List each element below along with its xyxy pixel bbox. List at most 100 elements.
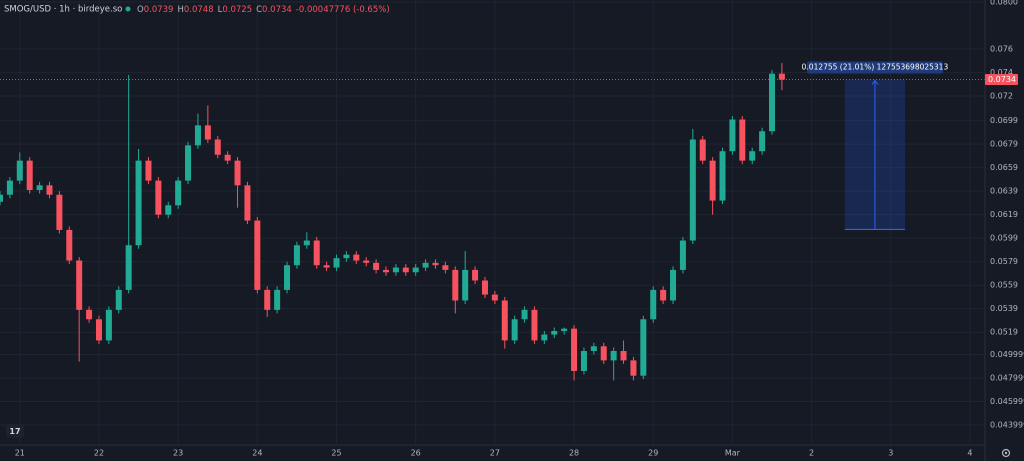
candle-body [392,267,399,273]
candle-body [729,119,736,152]
candle-body [0,194,3,202]
candle-body [699,139,706,161]
candle-body [165,205,172,215]
x-tick-label: 27 [490,449,500,458]
plot: 0.012755 (21.01%) 127553698025313 [0,61,985,381]
candle-body [95,319,102,341]
y-tick-label: 0.0679 [990,140,1018,149]
candle-body [521,309,528,320]
candle-body [769,73,776,132]
legend-key: H [177,5,183,15]
candle-body [36,185,43,191]
candle-body [284,265,291,290]
x-tick-label: 4 [967,449,972,458]
candle-body [472,269,479,281]
candle-body [303,240,310,246]
candle-body [353,254,360,261]
candle-body [679,240,686,270]
candle-body [185,145,192,181]
candle-body [274,289,281,310]
y-tick-label: 0.072 [990,92,1013,101]
legend-value: 0.0734 [262,5,292,15]
y-tick-label: 0.049999 [990,350,1024,359]
candle-body [749,151,756,161]
y-tick-label: 0.076 [990,45,1013,54]
candle-body [373,262,380,270]
candle-body [343,254,350,259]
y-tick-label: 0.0659 [990,163,1018,172]
candle-body [630,360,637,376]
candle-body [363,260,370,263]
tv-logo: 17 [6,424,24,438]
candle-body [580,350,587,371]
candle-body [214,139,221,155]
candle-body [481,280,488,295]
y-tick-label: 0.0579 [990,257,1018,266]
x-tick-label: 21 [15,449,25,458]
candle-body [224,154,231,161]
x-tick-label: Mar [725,449,741,458]
x-tick-label: 3 [888,449,893,458]
candle-body [511,319,518,341]
y-tick-label: 0.0639 [990,187,1018,196]
candle-body [620,350,627,361]
y-tick-label: 0.045999 [990,397,1024,406]
candle-body [600,346,607,361]
candle-body [432,262,439,266]
candle-body [739,119,746,161]
y-tick-label: 0.074 [990,68,1013,77]
candle-body [422,262,429,268]
candle-body [719,151,726,201]
y-tick-label: 0.0539 [990,304,1018,313]
candle-body [670,269,677,301]
last-price-box [985,74,1018,86]
axes: 0.0800 0.076 0.074 0.072 0.0699 0.0679 0.0659 0… [15,0,1024,458]
candle-body [491,294,498,301]
legend-key: O [137,5,144,15]
candle-body [115,289,122,310]
y-tick-label: 0.0599 [990,234,1018,243]
candle-body [145,160,152,181]
y-tick-label: 0.0519 [990,328,1018,337]
candle-body [66,229,73,261]
candle-body [56,194,63,230]
candle-body [155,180,162,215]
legend-change: -0.00047776 (-0.65%) [296,5,390,15]
x-tick-label: 24 [252,449,262,458]
y-tick-label: 0.0800 [990,0,1018,6]
x-tick-label: 26 [411,449,421,458]
candle-body [333,258,340,268]
candle-body [175,180,182,206]
status-dot [125,6,131,12]
candle-body [412,267,419,273]
y-tick-label: 0.043999 [990,421,1024,430]
settings-icon[interactable] [1001,448,1011,458]
candle-body [293,245,300,266]
svg-text:17: 17 [9,427,20,436]
candle-body [402,267,409,273]
x-tick-label: 2 [809,449,814,458]
candle-body [462,269,469,301]
legend-key: C [256,5,262,15]
candle-body [313,240,320,266]
candle-body [194,125,201,146]
candle-body [86,309,93,320]
candle-body [46,185,53,195]
x-tick-label: 28 [569,449,579,458]
candle-body [551,331,558,335]
candle-body [689,139,696,241]
legend-value: 0.0725 [222,5,252,15]
x-tick-label: 25 [331,449,341,458]
candle-body [590,346,597,351]
candle-body [204,125,211,140]
candle-body [264,289,271,310]
candle-body [571,328,578,371]
candle-body [76,260,83,310]
candle-body [561,328,568,332]
candle-body [759,131,766,152]
candle-body [442,265,449,270]
x-tick-label: 22 [94,449,104,458]
last-price-label: 0.0734 [988,75,1016,84]
legend-value: 0.0739 [144,5,174,15]
